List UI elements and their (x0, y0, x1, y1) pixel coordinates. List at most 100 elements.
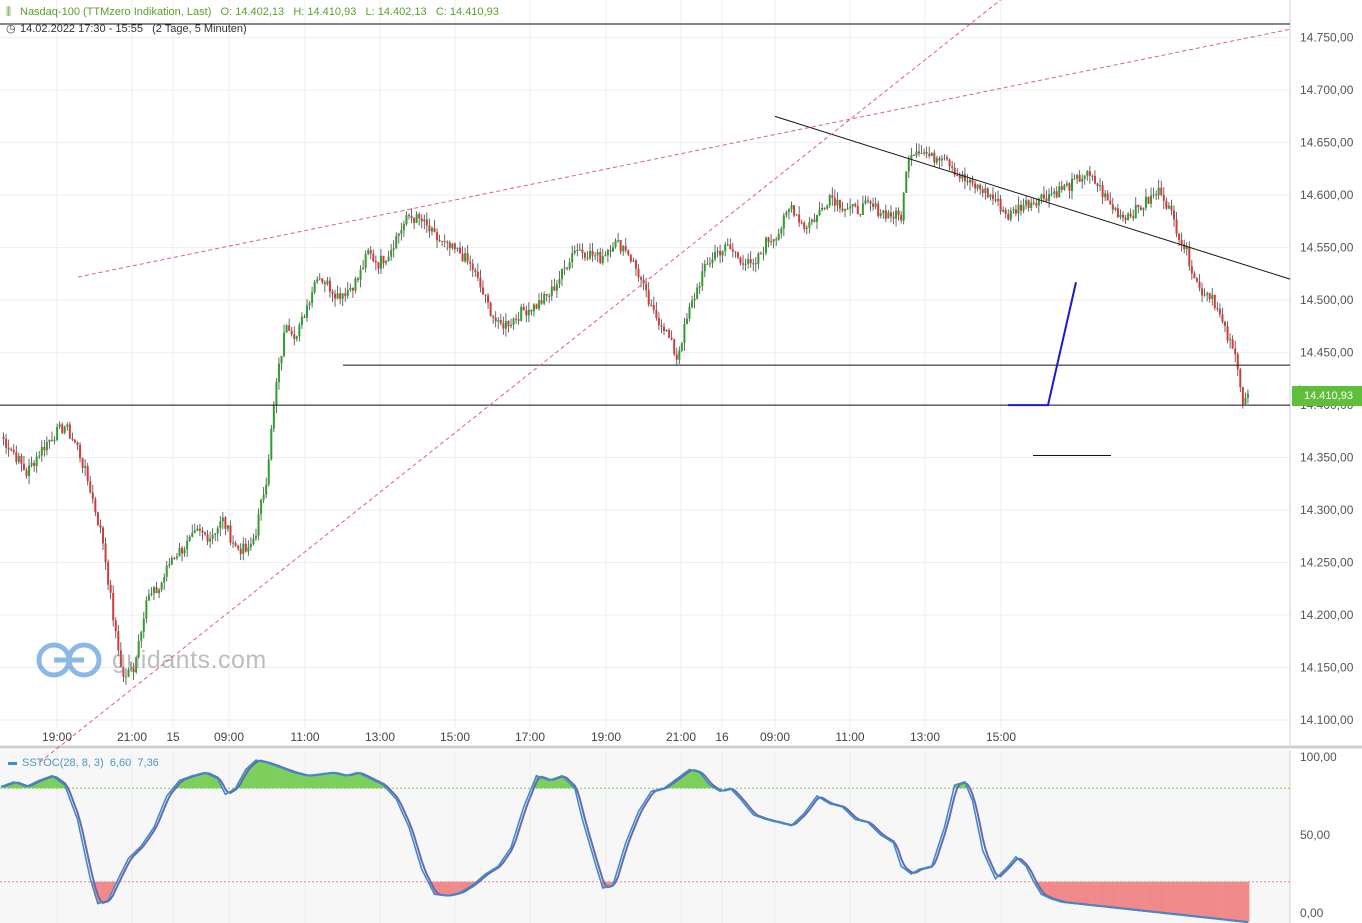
candle-body (420, 218, 423, 222)
overbought-fill (961, 782, 964, 789)
oversold-fill (1124, 881, 1127, 910)
overbought-fill (17, 783, 21, 789)
candle-body (321, 278, 324, 283)
candle-body (619, 240, 622, 252)
candle-body (933, 152, 936, 163)
candle-body (451, 243, 454, 249)
candle-body (1147, 196, 1150, 204)
candle-body (379, 255, 382, 269)
overbought-fill (326, 773, 329, 789)
candle-body (354, 278, 357, 291)
candle-body (818, 209, 821, 216)
candle-body (114, 620, 117, 632)
candle-body (665, 329, 668, 331)
candle-body (147, 594, 150, 601)
candle-body (813, 219, 816, 222)
candle-body (1122, 214, 1124, 218)
candle-body (708, 263, 711, 265)
candle-body (604, 255, 607, 257)
candle-body (175, 556, 178, 559)
candle-body (629, 254, 632, 262)
candle-body (1221, 314, 1224, 322)
candle-body (685, 318, 688, 325)
x-tick-label: 11:00 (835, 730, 864, 744)
candle-body (79, 444, 82, 459)
oversold-fill (445, 881, 449, 896)
overbought-fill (553, 778, 556, 789)
oversold-fill (1091, 881, 1094, 906)
overbought-fill (249, 764, 253, 789)
candle-body (739, 257, 742, 264)
oversold-fill (1172, 881, 1176, 915)
overbought-fill (53, 777, 56, 789)
overbought-fill (379, 783, 383, 789)
candle-body (229, 525, 232, 543)
overbought-fill (550, 779, 554, 789)
candle-body (51, 439, 53, 441)
candle-body (614, 240, 617, 248)
candle-body (851, 204, 854, 207)
time-header: ◷ 14.02.2022 17:30 - 15:55 (2 Tage, 5 Min… (6, 22, 247, 35)
candle-body (84, 466, 87, 469)
candle-body (466, 253, 469, 262)
oversold-fill (91, 881, 95, 887)
candle-body (749, 259, 752, 264)
overbought-fill (693, 771, 697, 789)
overbought-fill (542, 778, 546, 789)
oversold-fill (1167, 881, 1171, 914)
candle-body (494, 317, 497, 322)
oversold-fill (1093, 881, 1097, 906)
candle-body (262, 494, 265, 500)
overbought-fill (58, 781, 62, 789)
candle-body (201, 530, 204, 533)
candle-body (25, 470, 28, 477)
candle-body (48, 439, 51, 443)
candle-body (823, 207, 826, 209)
overbought-fill (341, 775, 345, 789)
candle-body (1150, 195, 1153, 204)
oversold-fill (101, 881, 105, 903)
candle-body (479, 277, 482, 288)
candle-body (413, 218, 416, 223)
candle-body (889, 212, 892, 217)
overbought-fill (349, 774, 352, 789)
last-price-tag: 14.410,93 (1292, 386, 1362, 406)
candle-body (1007, 213, 1010, 220)
candle-body (678, 350, 681, 360)
overbought-fill (9, 782, 13, 789)
candle-body (762, 252, 765, 254)
candle-body (12, 449, 15, 453)
candle-body (461, 253, 464, 262)
candle-body (938, 158, 941, 161)
oversold-fill (1154, 881, 1158, 913)
candle-body (300, 316, 303, 325)
candle-body (1002, 209, 1005, 212)
watermark-text: guidants.com (112, 645, 267, 674)
overbought-fill (12, 781, 16, 789)
overbought-fill (555, 777, 559, 789)
candle-body (640, 277, 643, 280)
overbought-fill (198, 773, 202, 789)
overbought-fill (262, 761, 266, 789)
overbought-fill (346, 775, 350, 789)
candle-body (698, 285, 701, 288)
candle-body (836, 199, 839, 206)
overbought-fill (241, 774, 245, 789)
candle-body (303, 316, 306, 318)
candle-body (1211, 294, 1214, 299)
candle-body (1040, 194, 1043, 199)
candle-body (1167, 205, 1170, 209)
candle-body (645, 283, 648, 291)
oversold-fill (1157, 881, 1161, 913)
candle-body (920, 153, 923, 155)
candle-body (448, 242, 451, 249)
candle-body (22, 463, 25, 471)
candle-body (1093, 175, 1096, 184)
oversold-fill (1228, 881, 1232, 921)
candle-body (140, 631, 143, 641)
candle-body (867, 200, 869, 202)
candle-body (719, 250, 722, 256)
overbought-fill (698, 772, 702, 789)
oversold-fill (1078, 881, 1082, 905)
